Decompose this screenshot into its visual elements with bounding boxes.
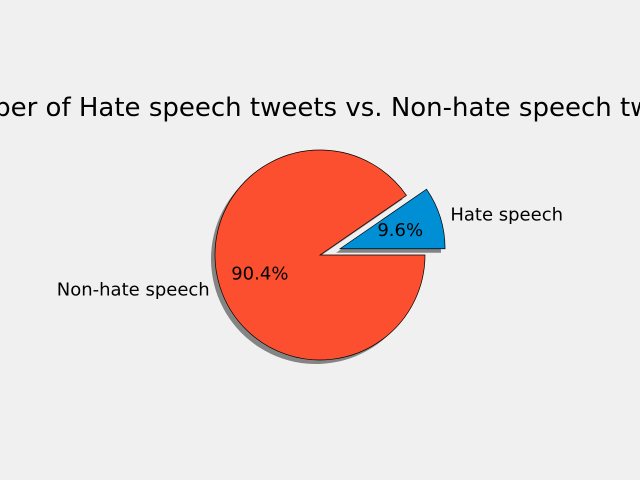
slice-label-non-hate-speech: Non-hate speech bbox=[57, 279, 210, 300]
slice-hate-speech bbox=[338, 188, 446, 250]
slice-pct-non-hate-speech: 90.4% bbox=[231, 264, 288, 285]
slice-label-hate-speech: Hate speech bbox=[450, 204, 563, 225]
chart-title: Number of Hate speech tweets vs. Non-hat… bbox=[0, 93, 640, 123]
pie-slices bbox=[214, 149, 446, 361]
slice-pct-hate-speech: 9.6% bbox=[377, 220, 423, 241]
slice-non-hate-speech bbox=[214, 149, 426, 361]
pie-labels: Hate speech 9.6% Non-hate speech 90.4% bbox=[57, 204, 563, 300]
